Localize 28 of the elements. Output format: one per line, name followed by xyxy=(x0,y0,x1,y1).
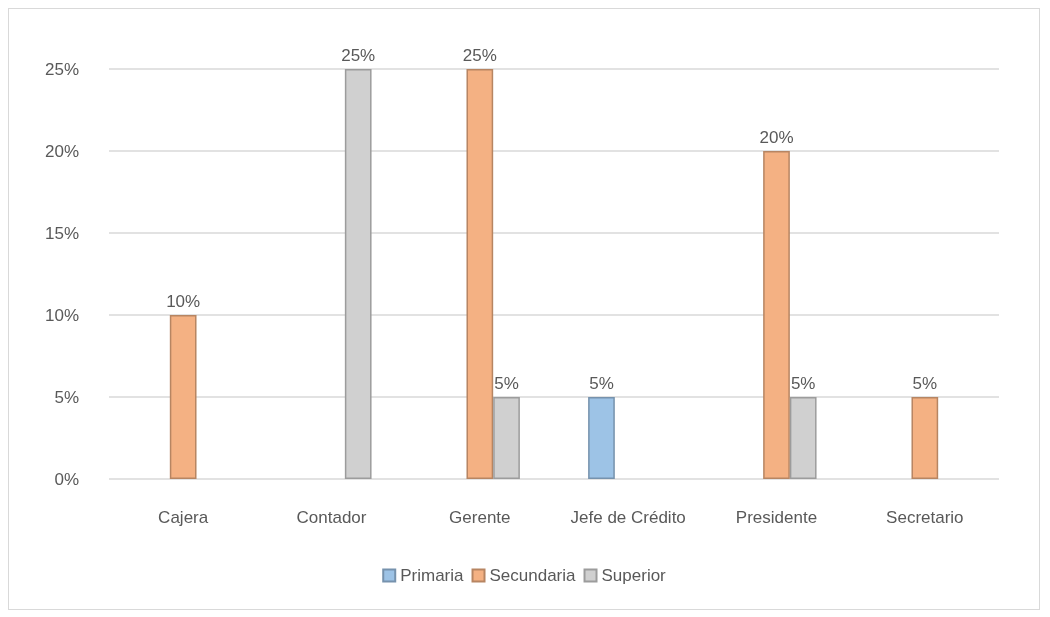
data-label: 5% xyxy=(790,374,816,393)
legend-label: Primaria xyxy=(400,566,465,585)
x-tick-label: Contador xyxy=(296,508,367,527)
bar xyxy=(911,397,939,479)
y-tick-label: 15% xyxy=(44,223,79,243)
y-tick-label: 25% xyxy=(44,59,79,79)
y-tick-label: 20% xyxy=(44,141,79,161)
y-tick-label: 10% xyxy=(44,305,79,325)
legend-label: Superior xyxy=(601,566,667,585)
x-tick-label: Cajera xyxy=(158,508,209,527)
bar xyxy=(763,151,790,479)
data-label: 25% xyxy=(341,46,376,65)
y-tick-label: 0% xyxy=(54,469,79,489)
data-label: 20% xyxy=(759,128,794,147)
bar xyxy=(588,397,615,479)
data-label: 5% xyxy=(912,374,938,393)
legend-label: Secundaria xyxy=(489,566,577,585)
x-tick-label: Presidente xyxy=(735,508,818,527)
y-tick-label: 5% xyxy=(54,387,79,407)
x-tick-label: Secretario xyxy=(886,508,964,527)
x-tick-label: Gerente xyxy=(449,508,511,527)
data-label: 25% xyxy=(462,46,497,65)
bar xyxy=(169,315,197,479)
data-label: 5% xyxy=(494,374,519,393)
x-tick-label: Jefe de Crédito xyxy=(570,508,686,527)
bar xyxy=(466,69,494,479)
data-label: 5% xyxy=(589,374,614,393)
data-label: 10% xyxy=(166,292,201,311)
